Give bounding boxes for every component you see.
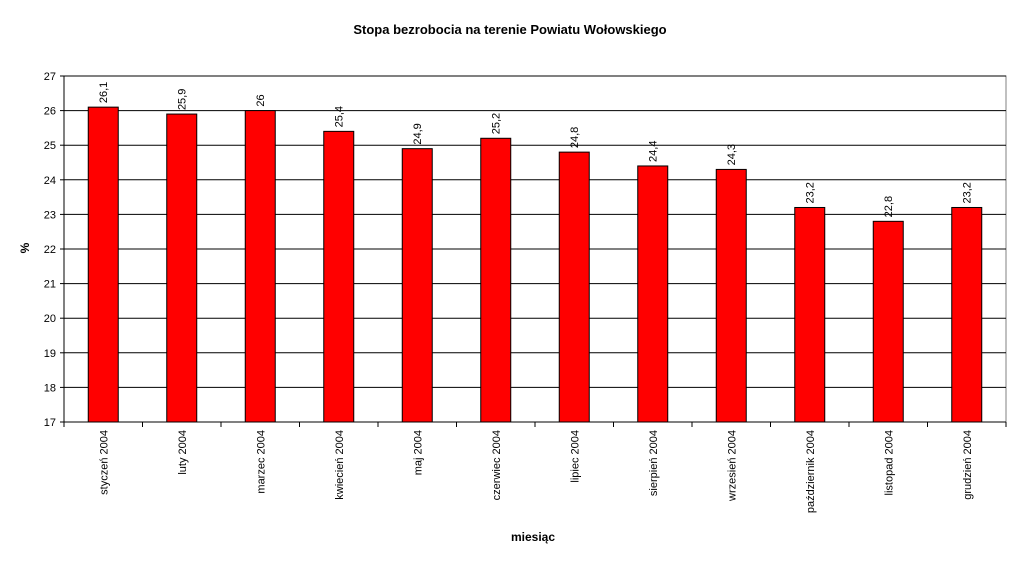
y-tick-label: 22 (44, 244, 56, 256)
bar (401, 148, 433, 423)
y-tick-label: 24 (44, 175, 56, 187)
value-label: 25,9 (177, 89, 189, 110)
x-tick-label: sierpień 2004 (648, 430, 660, 496)
bar (480, 137, 512, 423)
y-tick-label: 21 (44, 279, 56, 291)
y-tick-label: 27 (44, 71, 56, 83)
y-tick-label: 23 (44, 209, 56, 221)
value-label: 23,2 (962, 182, 974, 203)
value-label: 26,1 (98, 82, 110, 103)
x-tick-label: listopad 2004 (883, 430, 895, 495)
x-tick-label: luty 2004 (177, 430, 189, 475)
bar (558, 151, 590, 423)
y-tick-label: 25 (44, 140, 56, 152)
x-tick-label: wrzesień 2004 (726, 430, 738, 502)
value-label: 24,4 (648, 141, 660, 162)
y-tick-label: 19 (44, 348, 56, 360)
bar (637, 165, 669, 423)
x-tick-label: kwiecień 2004 (334, 430, 346, 500)
x-tick-label: czerwiec 2004 (491, 430, 503, 500)
bar (244, 110, 276, 423)
bar (794, 206, 826, 423)
value-label: 25,4 (334, 106, 346, 127)
y-tick-label: 18 (44, 382, 56, 394)
value-label: 26 (255, 94, 267, 106)
bar (87, 106, 119, 423)
value-label: 24,3 (726, 144, 738, 165)
x-axis-title: miesiąc (511, 530, 555, 544)
x-tick-label: maj 2004 (412, 430, 424, 475)
y-tick-label: 26 (44, 106, 56, 118)
x-tick-label: październik 2004 (805, 430, 817, 513)
value-label: 22,8 (883, 196, 895, 217)
y-tick-label: 17 (44, 417, 56, 429)
bar (323, 130, 355, 423)
bar (951, 206, 983, 423)
y-tick-label: 20 (44, 313, 56, 325)
value-label: 23,2 (805, 182, 817, 203)
value-label: 24,9 (412, 123, 424, 144)
x-tick-label: lipiec 2004 (569, 430, 581, 483)
bar (872, 220, 904, 423)
chart-title: Stopa bezrobocia na terenie Powiatu Woło… (353, 22, 666, 37)
x-tick-label: marzec 2004 (255, 430, 267, 494)
bar (166, 113, 198, 423)
value-label: 24,8 (569, 127, 581, 148)
bar (715, 168, 747, 423)
value-label: 25,2 (491, 113, 503, 134)
x-tick-label: styczeń 2004 (98, 430, 110, 495)
y-axis-title: % (18, 242, 32, 253)
x-tick-label: grudzień 2004 (962, 430, 974, 500)
